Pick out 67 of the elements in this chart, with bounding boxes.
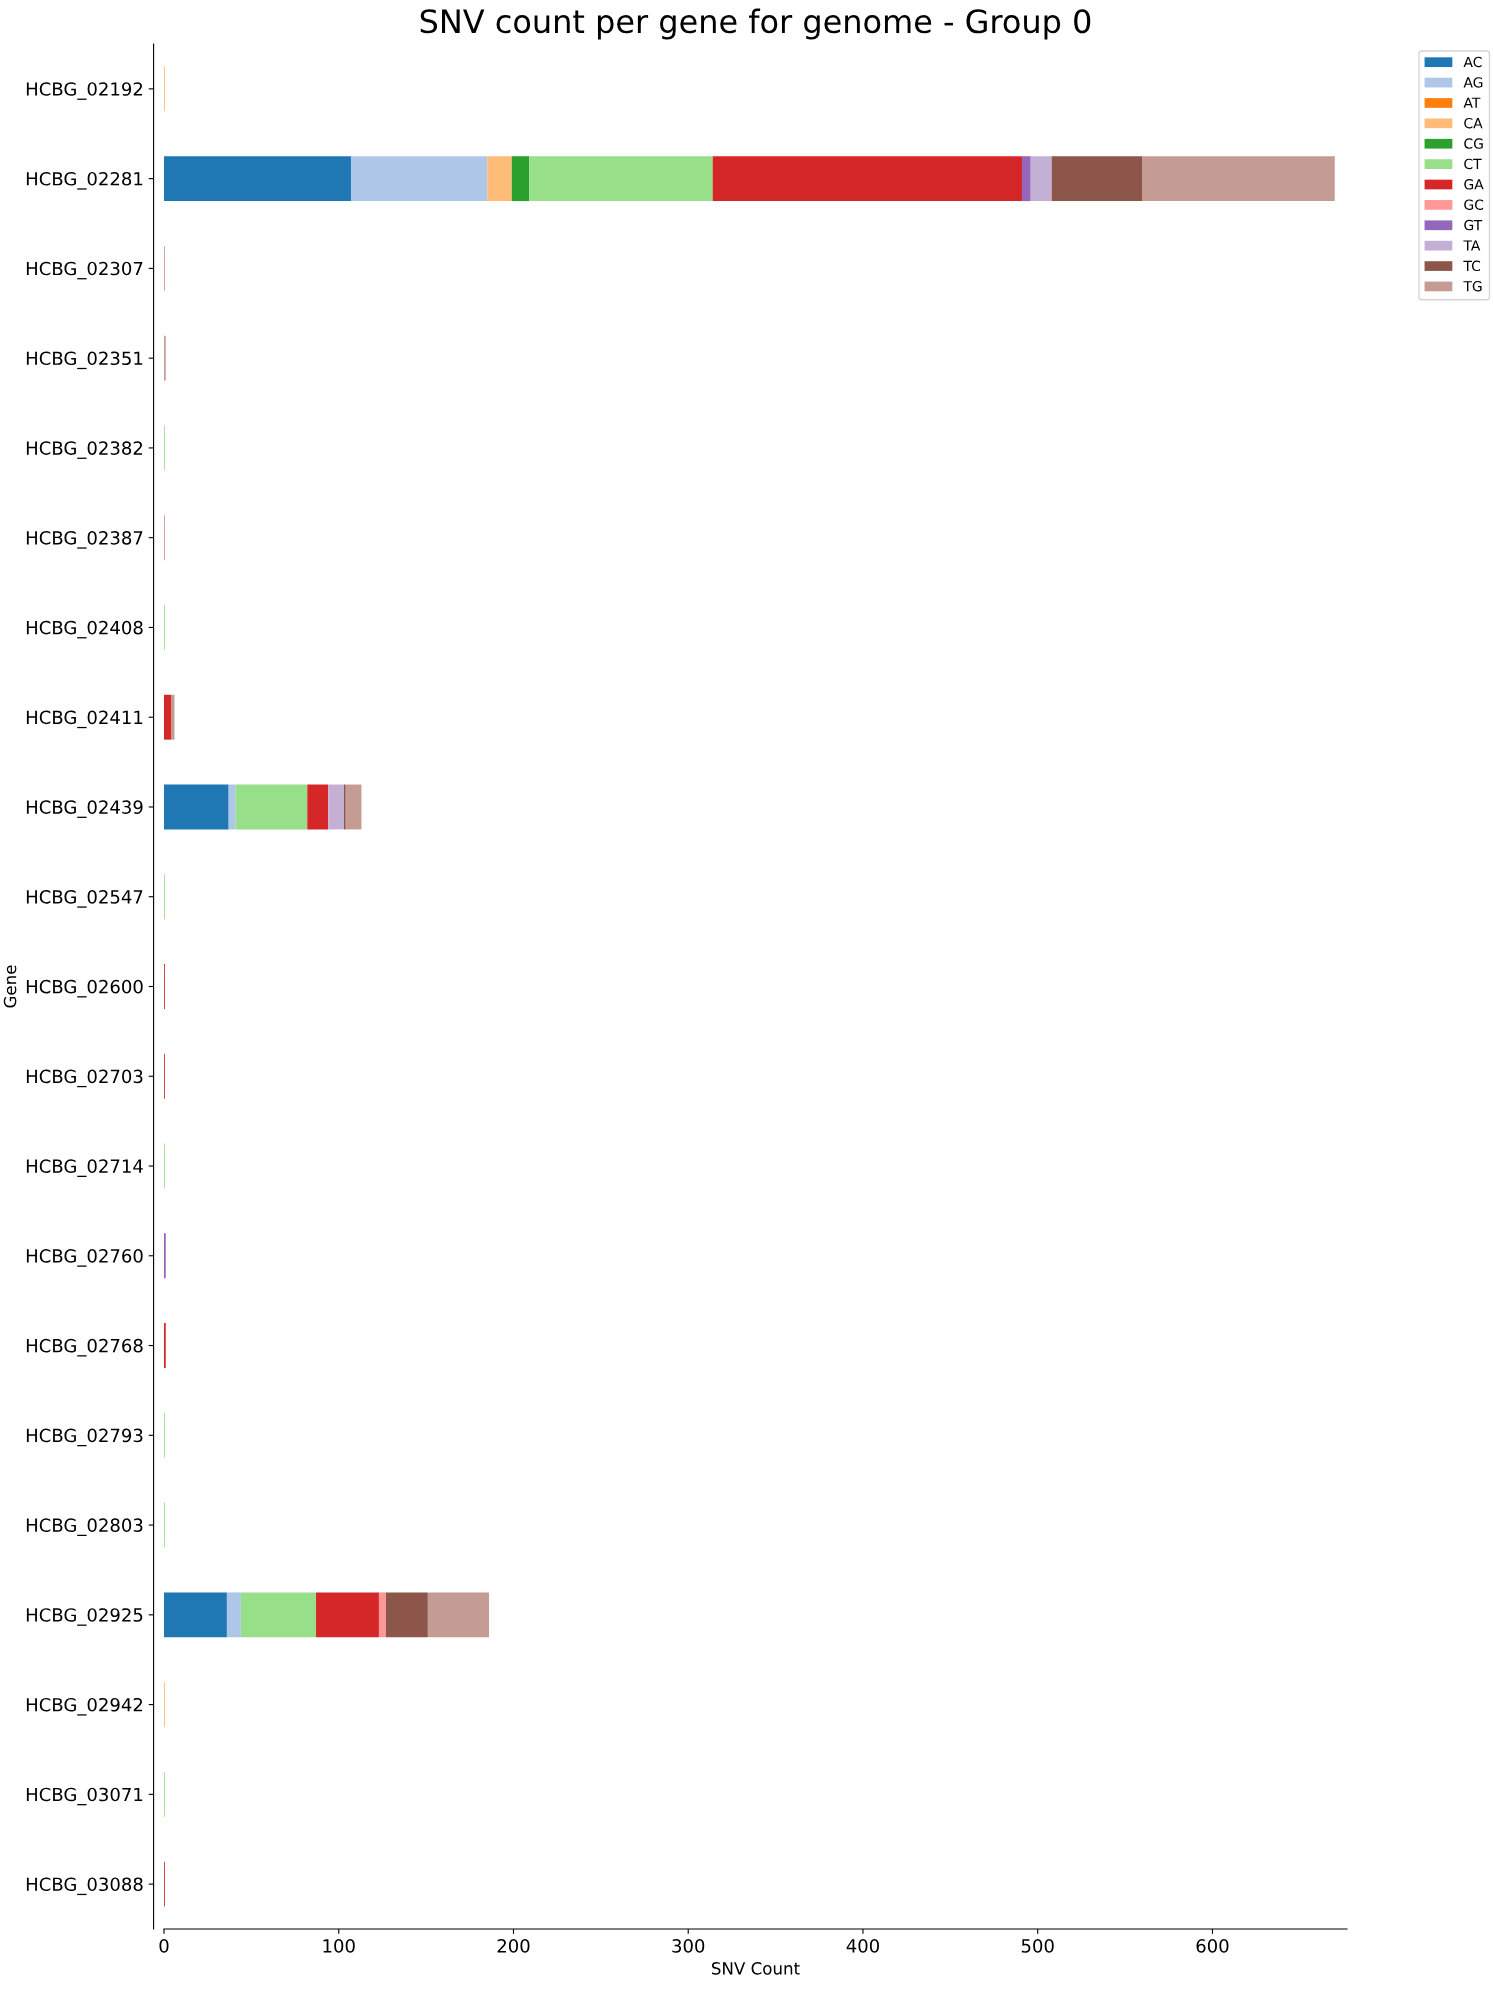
y-tick-label: HCBG_03088 <box>26 1877 143 1896</box>
legend-label: TA <box>1463 240 1481 251</box>
bar <box>1030 156 1052 202</box>
y-tick-label: HCBG_02547 <box>26 890 143 908</box>
x-tick-label: 0 <box>159 1939 169 1953</box>
x-tick-label: 600 <box>1196 1939 1229 1953</box>
bar <box>1051 156 1143 202</box>
legend-label: CA <box>1464 117 1483 129</box>
bar <box>240 1592 317 1638</box>
legend-label: CT <box>1464 158 1482 170</box>
bar <box>427 1592 490 1638</box>
y-tick-label: HCBG_02411 <box>26 710 143 729</box>
bar <box>385 1592 428 1638</box>
bar <box>529 156 713 202</box>
bar <box>712 156 1022 202</box>
x-tick-label: 300 <box>672 1939 705 1953</box>
bar <box>487 156 512 202</box>
y-tick-label: HCBG_02387 <box>26 530 143 549</box>
legend-label: TG <box>1463 280 1482 292</box>
bar <box>164 156 351 202</box>
x-tick-label: 100 <box>323 1939 355 1953</box>
x-tick-label: 500 <box>1021 1939 1054 1953</box>
bar <box>1142 156 1335 202</box>
y-tick-label: HCBG_02192 <box>26 82 143 100</box>
bar <box>307 784 329 830</box>
bar <box>164 1592 227 1638</box>
legend-label: TC <box>1463 260 1481 272</box>
y-tick-label: HCBG_02803 <box>26 1518 143 1537</box>
y-tick-label: HCBG_02925 <box>26 1608 143 1626</box>
bar <box>511 156 530 202</box>
legend-label: AT <box>1463 97 1481 108</box>
y-tick-label: HCBG_02760 <box>26 1249 143 1267</box>
legend-label: CG <box>1464 138 1483 149</box>
y-tick-label: HCBG_02281 <box>26 171 143 190</box>
bar <box>235 784 308 830</box>
bar <box>378 1592 386 1638</box>
legend-label: AG <box>1463 77 1483 88</box>
y-tick-label: HCBG_02307 <box>26 261 143 280</box>
bar <box>345 784 362 830</box>
y-tick-label: HCBG_02942 <box>26 1697 143 1716</box>
y-tick-label: HCBG_02714 <box>26 1159 143 1177</box>
y-tick-label: HCBG_02600 <box>26 979 143 998</box>
y-tick-label: HCBG_02703 <box>26 1069 143 1088</box>
y-tick-label: HCBG_02408 <box>26 620 143 639</box>
legend-label: GT <box>1464 219 1483 231</box>
bar <box>226 1592 241 1638</box>
x-tick-label: 200 <box>497 1939 530 1953</box>
x-tick-label: 400 <box>846 1939 879 1953</box>
bar <box>316 1592 379 1638</box>
bar <box>1021 156 1031 202</box>
bar <box>328 784 344 830</box>
chart-title: SNV count per gene for genome - Group 0 <box>420 8 1091 40</box>
y-tick-label: HCBG_02351 <box>26 351 143 370</box>
y-tick-label: HCBG_02768 <box>26 1338 143 1357</box>
y-tick-label: HCBG_02793 <box>26 1428 143 1447</box>
bar <box>350 156 488 202</box>
bar <box>228 784 236 830</box>
legend-label: GC <box>1464 199 1484 210</box>
y-axis-title: Gene <box>3 965 17 1008</box>
bar <box>164 694 171 740</box>
y-tick-label: HCBG_02382 <box>26 441 143 459</box>
x-axis-title: SNV Count <box>711 1962 800 1975</box>
legend-label: GA <box>1464 179 1484 190</box>
legend-label: AC <box>1463 56 1482 68</box>
bar <box>164 784 229 830</box>
y-tick-label: HCBG_02439 <box>26 800 143 818</box>
y-tick-label: HCBG_03071 <box>26 1787 143 1806</box>
